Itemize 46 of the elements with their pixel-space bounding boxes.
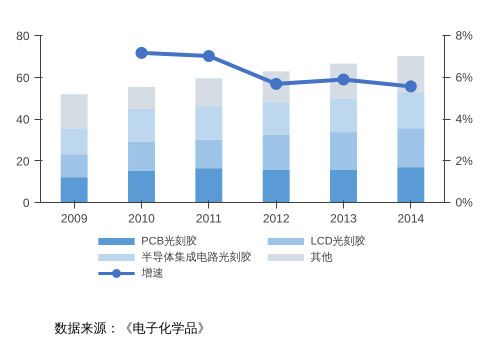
y-tick-label: 20	[16, 154, 30, 168]
point	[136, 46, 148, 59]
x-tick-label: 2010	[128, 212, 156, 226]
bar	[262, 170, 290, 202]
bar	[397, 92, 424, 128]
y-tick-label: 40	[16, 112, 30, 126]
legend-label: 半导体集成电路光刻胶	[141, 250, 252, 264]
y2-tick-label: 0%	[456, 196, 474, 210]
x-tick-label: 2014	[397, 212, 425, 226]
bar	[60, 154, 88, 178]
y2-tick-label: 8%	[456, 28, 474, 42]
bar	[195, 140, 222, 168]
bar	[195, 168, 222, 202]
legend-label: PCB光刻胶	[141, 234, 197, 248]
x-tick-label: 2013	[330, 212, 358, 226]
source-note: 数据来源：《电子化学品》	[54, 320, 210, 336]
x-tick-label: 2011	[196, 212, 222, 226]
bar	[330, 170, 357, 202]
y2-tick-label: 2%	[456, 154, 474, 168]
bar	[128, 142, 155, 171]
x-tick-label: 2009	[60, 212, 88, 226]
bar	[60, 128, 88, 154]
bar	[330, 132, 357, 170]
x-tick-label: 2012	[262, 212, 290, 226]
bar	[397, 167, 424, 202]
bar	[60, 177, 88, 202]
point	[202, 50, 215, 62]
bar	[262, 134, 290, 170]
bar	[195, 106, 222, 140]
y-tick-label: 80	[16, 29, 30, 43]
bar	[397, 128, 424, 168]
y2-tick-label: 6%	[456, 70, 474, 84]
y-tick-label: 0	[22, 196, 30, 210]
y2-tick-label: 4%	[456, 112, 474, 126]
bar	[128, 86, 155, 109]
legend-label: LCD光刻胶	[310, 234, 366, 248]
legend-label: 其他	[310, 250, 333, 264]
y-tick-label: 60	[16, 70, 30, 85]
legend-label: 增速	[140, 266, 164, 280]
bar	[195, 78, 222, 106]
bar	[60, 94, 88, 128]
point	[404, 80, 417, 92]
bar	[330, 98, 357, 132]
bar	[262, 102, 290, 135]
bar	[128, 170, 155, 202]
bar	[128, 108, 155, 142]
